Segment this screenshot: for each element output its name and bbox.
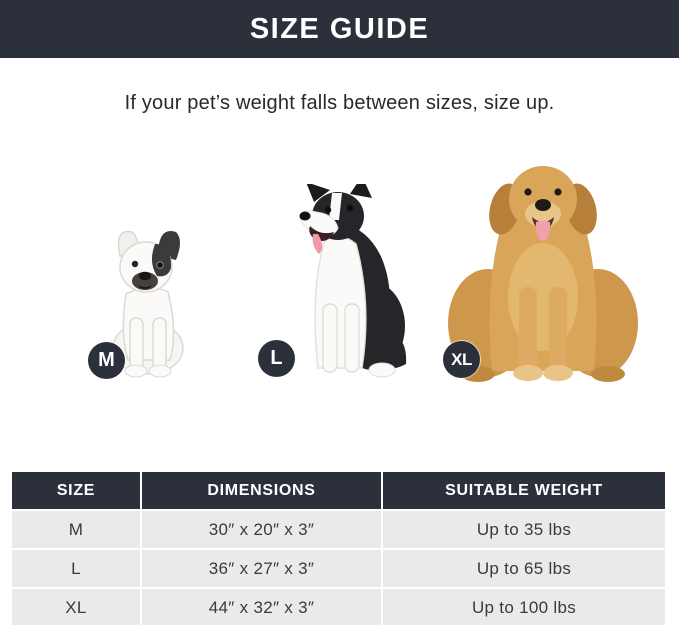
table-cell-size-m: M (12, 511, 140, 548)
size-table: SIZE DIMENSIONS SUITABLE WEIGHT M 30″ x … (12, 472, 667, 625)
table-header-suitable-weight: SUITABLE WEIGHT (383, 472, 665, 509)
size-badge-xl: XL (443, 341, 480, 378)
table-cell-dimensions-xl: 44″ x 32″ x 3″ (142, 589, 381, 625)
size-badge-xl-label: XL (451, 349, 472, 369)
size-badge-l: L (258, 340, 295, 377)
border-collie-illustration (299, 184, 407, 378)
size-badge-m: M (88, 342, 125, 379)
size-badge-l-label: L (270, 347, 283, 369)
table-cell-dimensions-m: 30″ x 20″ x 3″ (142, 511, 381, 548)
table-cell-dimensions-l: 36″ x 27″ x 3″ (142, 550, 381, 587)
table-cell-weight-xl: Up to 100 lbs (383, 589, 665, 625)
page-title: SIZE GUIDE (249, 12, 430, 45)
subtitle-text: If your pet’s weight falls between sizes… (124, 92, 555, 114)
size-badge-m-label: M (98, 349, 115, 371)
golden-retriever-image (446, 155, 640, 384)
french-bulldog-illustration (112, 230, 184, 378)
table-header-size: SIZE (12, 472, 140, 509)
table-cell-weight-m: Up to 35 lbs (383, 511, 665, 548)
border-collie-image (284, 184, 410, 382)
french-bulldog-image (98, 226, 198, 378)
table-header-dimensions: DIMENSIONS (142, 472, 381, 509)
table-cell-size-xl: XL (12, 589, 140, 625)
title-bar: SIZE GUIDE (0, 0, 679, 58)
table-cell-weight-l: Up to 65 lbs (383, 550, 665, 587)
table-cell-size-l: L (12, 550, 140, 587)
golden-retriever-illustration (448, 166, 638, 382)
